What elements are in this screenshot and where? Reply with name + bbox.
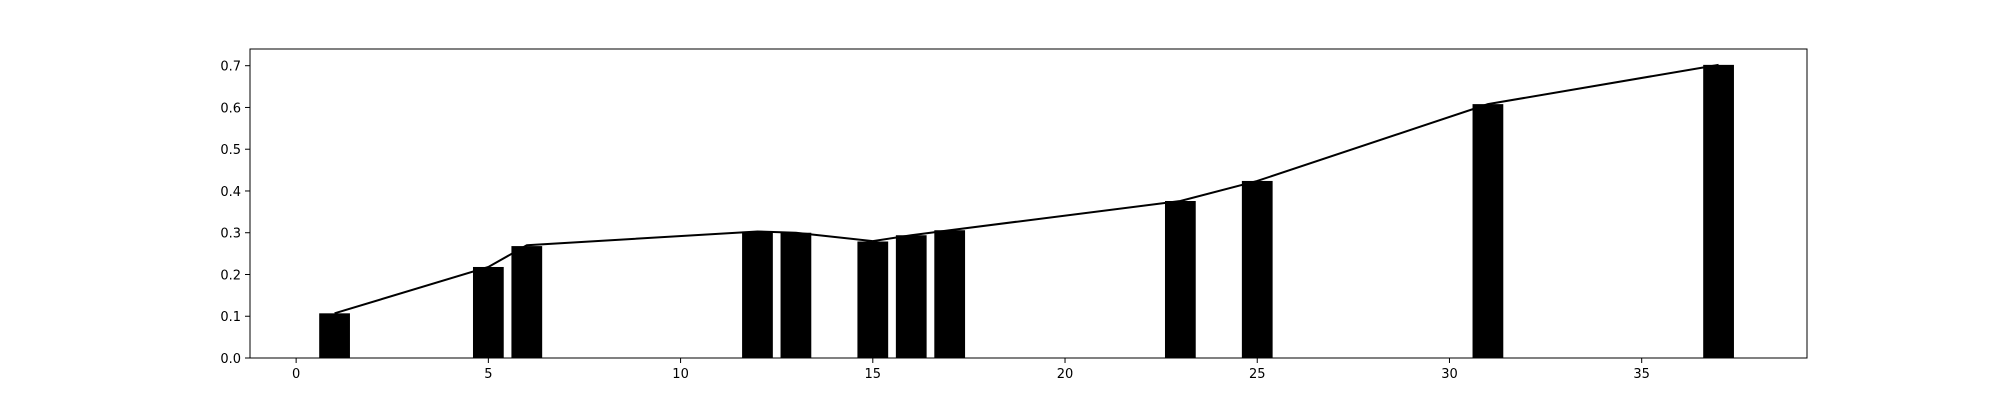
x-tick-label: 35 [1633,367,1650,382]
bar [1164,200,1196,358]
x-tick-label: 25 [1249,367,1266,382]
x-axis: 0 5 10 15 20 25 30 35 [292,358,1650,382]
bar [319,313,350,358]
bar [742,231,773,358]
bar [1703,64,1734,359]
line-layer [334,63,1719,315]
y-tick-label: 0.1 [220,310,241,325]
y-tick-label: 0.0 [220,352,241,367]
y-tick-label: 0.3 [220,227,241,242]
bar [472,266,504,358]
x-tick-label: 20 [1057,367,1074,382]
bars-layer [319,64,1734,359]
axes-frame [249,48,1808,359]
y-axis: 0.0 0.1 0.2 0.3 0.4 0.5 0.6 0.7 [220,60,250,367]
bar [895,235,927,358]
y-tick-label: 0.4 [220,185,241,200]
bar [857,241,889,358]
x-tick-label: 0 [292,367,300,382]
series-line [334,63,1719,315]
bar [1472,104,1504,358]
bar [511,246,543,358]
x-tick-label: 5 [484,367,492,382]
y-tick-label: 0.6 [220,101,241,116]
y-tick-label: 0.5 [220,143,241,158]
y-tick-label: 0.2 [220,268,241,283]
bar [934,230,966,358]
bar [780,232,812,358]
x-tick-label: 30 [1441,367,1458,382]
bar [1241,180,1273,358]
x-tick-label: 10 [672,367,689,382]
x-tick-label: 15 [865,367,882,382]
y-tick-label: 0.7 [220,60,241,75]
